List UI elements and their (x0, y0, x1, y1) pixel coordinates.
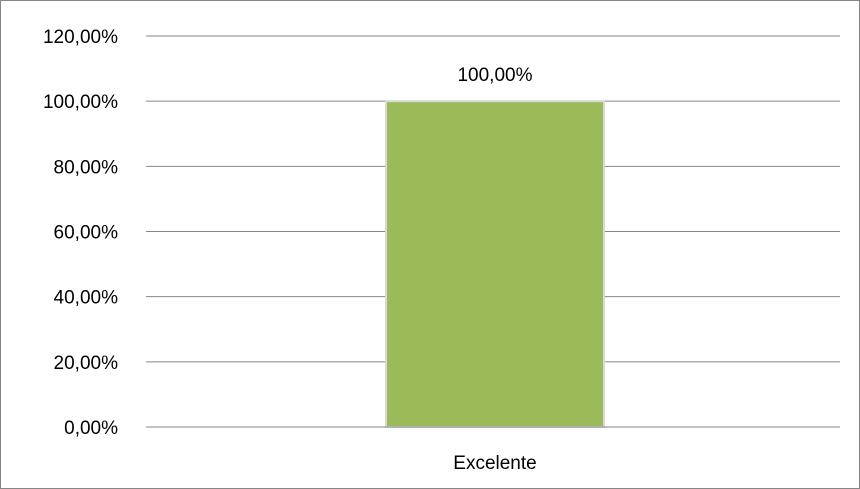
y-tick-label: 0,00% (64, 418, 118, 439)
y-tick-label: 40,00% (54, 288, 119, 309)
x-axis-tick-labels: Excelente (453, 453, 536, 474)
y-tick-label: 120,00% (43, 27, 118, 48)
data-label: 100,00% (457, 65, 532, 86)
bars (385, 100, 605, 429)
data-labels: 100,00% (457, 65, 532, 86)
x-tick-label: Excelente (453, 453, 536, 474)
bar-excelente (385, 100, 605, 429)
y-tick-label: 80,00% (54, 157, 119, 178)
y-axis-tick-labels: 0,00% 20,00% 40,00% 60,00% 80,00% 100,00% 120,… (43, 27, 118, 439)
y-tick-label: 100,00% (43, 92, 118, 113)
y-tick-label: 20,00% (54, 353, 119, 374)
y-tick-label: 60,00% (54, 223, 119, 244)
